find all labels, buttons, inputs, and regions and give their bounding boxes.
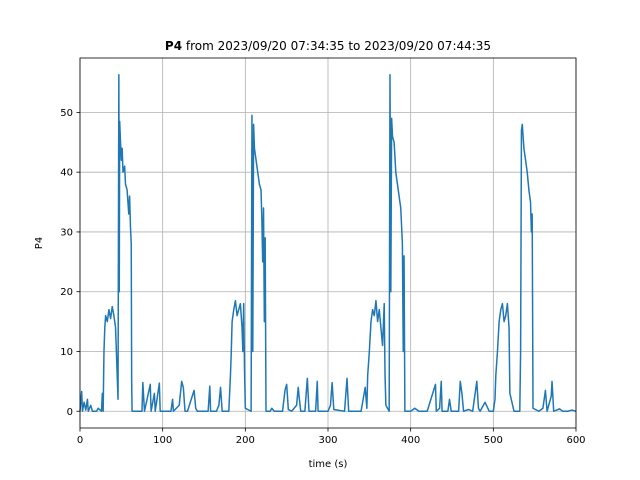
data-line [79,73,577,413]
title-bold: P4 [165,39,182,53]
y-tick-label: 50 [60,108,73,119]
x-tick-label: 0 [77,435,83,446]
title-text: from 2023/09/20 07:34:35 to 2023/09/20 0… [186,39,491,53]
y-tick-label: 0 [67,407,73,418]
x-tick-label: 200 [236,435,255,446]
y-tick-label: 10 [60,347,73,358]
x-tick-label: 500 [484,435,503,446]
plot-frame [79,57,577,429]
chart-title: P4 from 2023/09/20 07:34:35 to 2023/09/2… [165,39,491,53]
y-axis-label: P4 [34,237,45,249]
y-tick-label: 20 [60,287,73,298]
x-tick-label: 600 [566,435,585,446]
x-tick-label: 100 [153,435,172,446]
y-tick-label: 40 [60,168,73,179]
y-tick-label: 30 [60,227,73,238]
x-tick-label: 400 [401,435,420,446]
x-axis-label: time (s) [309,459,348,470]
x-tick-label: 300 [318,435,337,446]
